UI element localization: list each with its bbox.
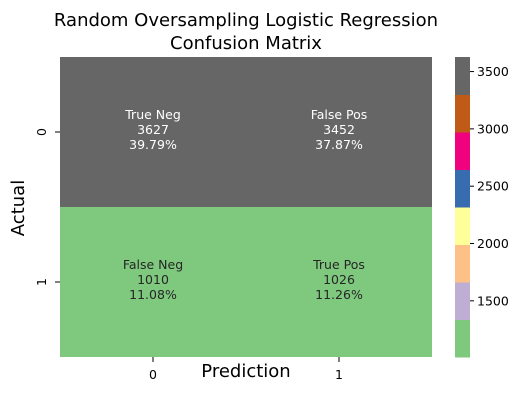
cell-label-text: False Pos bbox=[311, 107, 368, 122]
colorbar-segment bbox=[455, 94, 470, 133]
cell-label-text: True Pos bbox=[312, 257, 365, 272]
cell-count-text: 3627 bbox=[137, 122, 169, 137]
colorbar-tick-label: 2000 bbox=[477, 236, 509, 251]
colorbar-segment bbox=[455, 207, 470, 245]
y-tick-label: 1 bbox=[34, 278, 49, 286]
heatmap-cell bbox=[60, 57, 246, 207]
colorbar: 1500 2000 2500 3000 3500 bbox=[455, 57, 509, 358]
colorbar-tick-label: 2500 bbox=[477, 179, 509, 194]
colorbar-segment bbox=[455, 282, 470, 320]
cell-label-text: False Neg bbox=[123, 257, 183, 272]
cell-pct-text: 39.79% bbox=[129, 137, 177, 152]
cell-pct-text: 11.26% bbox=[315, 287, 363, 302]
y-axis-label: Actual bbox=[8, 180, 29, 236]
cell-pct-text: 37.87% bbox=[315, 137, 363, 152]
axis-ticks: 0 1 0 1 bbox=[34, 128, 343, 382]
colorbar-segment bbox=[455, 319, 470, 358]
heatmap-cell bbox=[246, 207, 432, 357]
colorbar-segment bbox=[455, 57, 470, 95]
cell-pct-text: 11.08% bbox=[129, 287, 177, 302]
y-tick-label: 0 bbox=[34, 128, 49, 136]
colorbar-tick-label: 3500 bbox=[477, 64, 509, 79]
colorbar-segment bbox=[455, 132, 470, 170]
x-axis-label: Prediction bbox=[201, 361, 290, 382]
colorbar-tick-label: 3000 bbox=[477, 121, 509, 136]
x-tick-label: 1 bbox=[335, 367, 343, 382]
chart-title-line2: Confusion Matrix bbox=[170, 33, 322, 54]
colorbar-segment bbox=[455, 169, 470, 208]
colorbar-tick-label: 1500 bbox=[477, 293, 509, 308]
cell-count-text: 3452 bbox=[323, 122, 355, 137]
colorbar-segment bbox=[455, 244, 470, 283]
heatmap-cell bbox=[246, 57, 432, 207]
x-tick-label: 0 bbox=[149, 367, 157, 382]
cell-label-text: True Neg bbox=[124, 107, 181, 122]
heatmap-cell bbox=[60, 207, 246, 357]
cell-count-text: 1010 bbox=[137, 272, 169, 287]
chart-title-line1: Random Oversampling Logistic Regression bbox=[54, 10, 438, 31]
cell-count-text: 1026 bbox=[323, 272, 355, 287]
